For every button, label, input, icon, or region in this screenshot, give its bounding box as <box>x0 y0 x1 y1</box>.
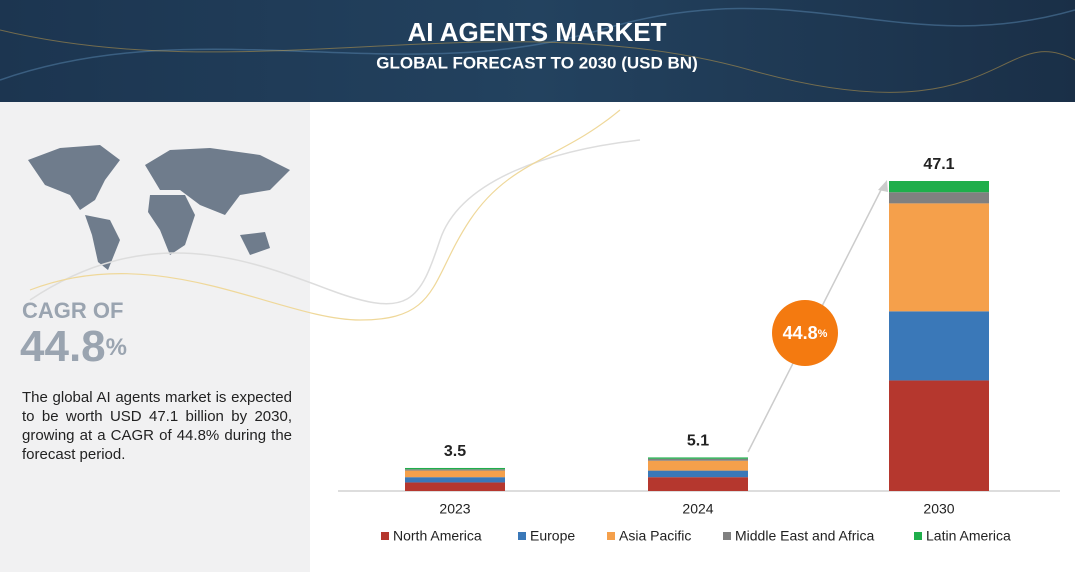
bar-segment <box>405 469 505 471</box>
deco-curve <box>29 139 641 305</box>
bar-segment <box>889 311 989 381</box>
legend-label: Middle East and Africa <box>735 528 875 544</box>
cagr-label: CAGR OF <box>22 298 123 323</box>
arrow-head <box>878 180 888 192</box>
header-deco <box>0 7 1075 81</box>
cagr-number: 44.8 <box>20 322 106 371</box>
total-label: 5.1 <box>687 433 709 450</box>
legend-swatch <box>381 532 389 540</box>
cagr-badge-text: 44.8% <box>783 323 828 343</box>
total-label: 47.1 <box>923 156 954 173</box>
bar-segment <box>648 477 748 491</box>
total-label: 3.5 <box>444 443 466 460</box>
bar-segment <box>405 482 505 491</box>
legend-label: Europe <box>530 528 575 544</box>
x-tick-label: 2023 <box>439 501 470 517</box>
legend-swatch <box>518 532 526 540</box>
cagr-badge <box>772 300 838 366</box>
bar-segment <box>405 467 505 470</box>
legend-swatch <box>914 532 922 540</box>
badge-unit: % <box>818 328 828 340</box>
legend-label: North America <box>393 528 482 544</box>
bar-segment <box>889 181 989 193</box>
world-map <box>28 145 290 270</box>
bar-segment <box>405 477 505 483</box>
cagr-value: 44.8% <box>20 322 127 371</box>
bar-segment <box>889 192 989 204</box>
legend-label: Asia Pacific <box>619 528 691 544</box>
legend-swatch <box>607 532 615 540</box>
bar-segment <box>889 380 989 491</box>
legend-swatch <box>723 532 731 540</box>
x-tick-label: 2024 <box>682 501 713 517</box>
header-bg <box>0 0 1075 102</box>
subtitle: GLOBAL FORECAST TO 2030 (USD BN) <box>376 53 697 72</box>
bar-segment <box>648 457 748 459</box>
bar-segment <box>889 203 989 312</box>
x-tick-label: 2030 <box>923 501 954 517</box>
bar-segment <box>405 470 505 478</box>
title: AI AGENTS MARKET <box>407 17 666 47</box>
deco-curve <box>29 109 621 321</box>
header-deco <box>0 29 1075 93</box>
description: The global AI agents market is expected … <box>22 389 292 463</box>
legend-label: Latin America <box>926 528 1011 544</box>
bar-segment <box>648 458 748 461</box>
cagr-unit: % <box>106 334 127 361</box>
bar-segment <box>648 470 748 478</box>
badge-number: 44.8 <box>783 323 818 343</box>
bar-segment <box>648 460 748 471</box>
